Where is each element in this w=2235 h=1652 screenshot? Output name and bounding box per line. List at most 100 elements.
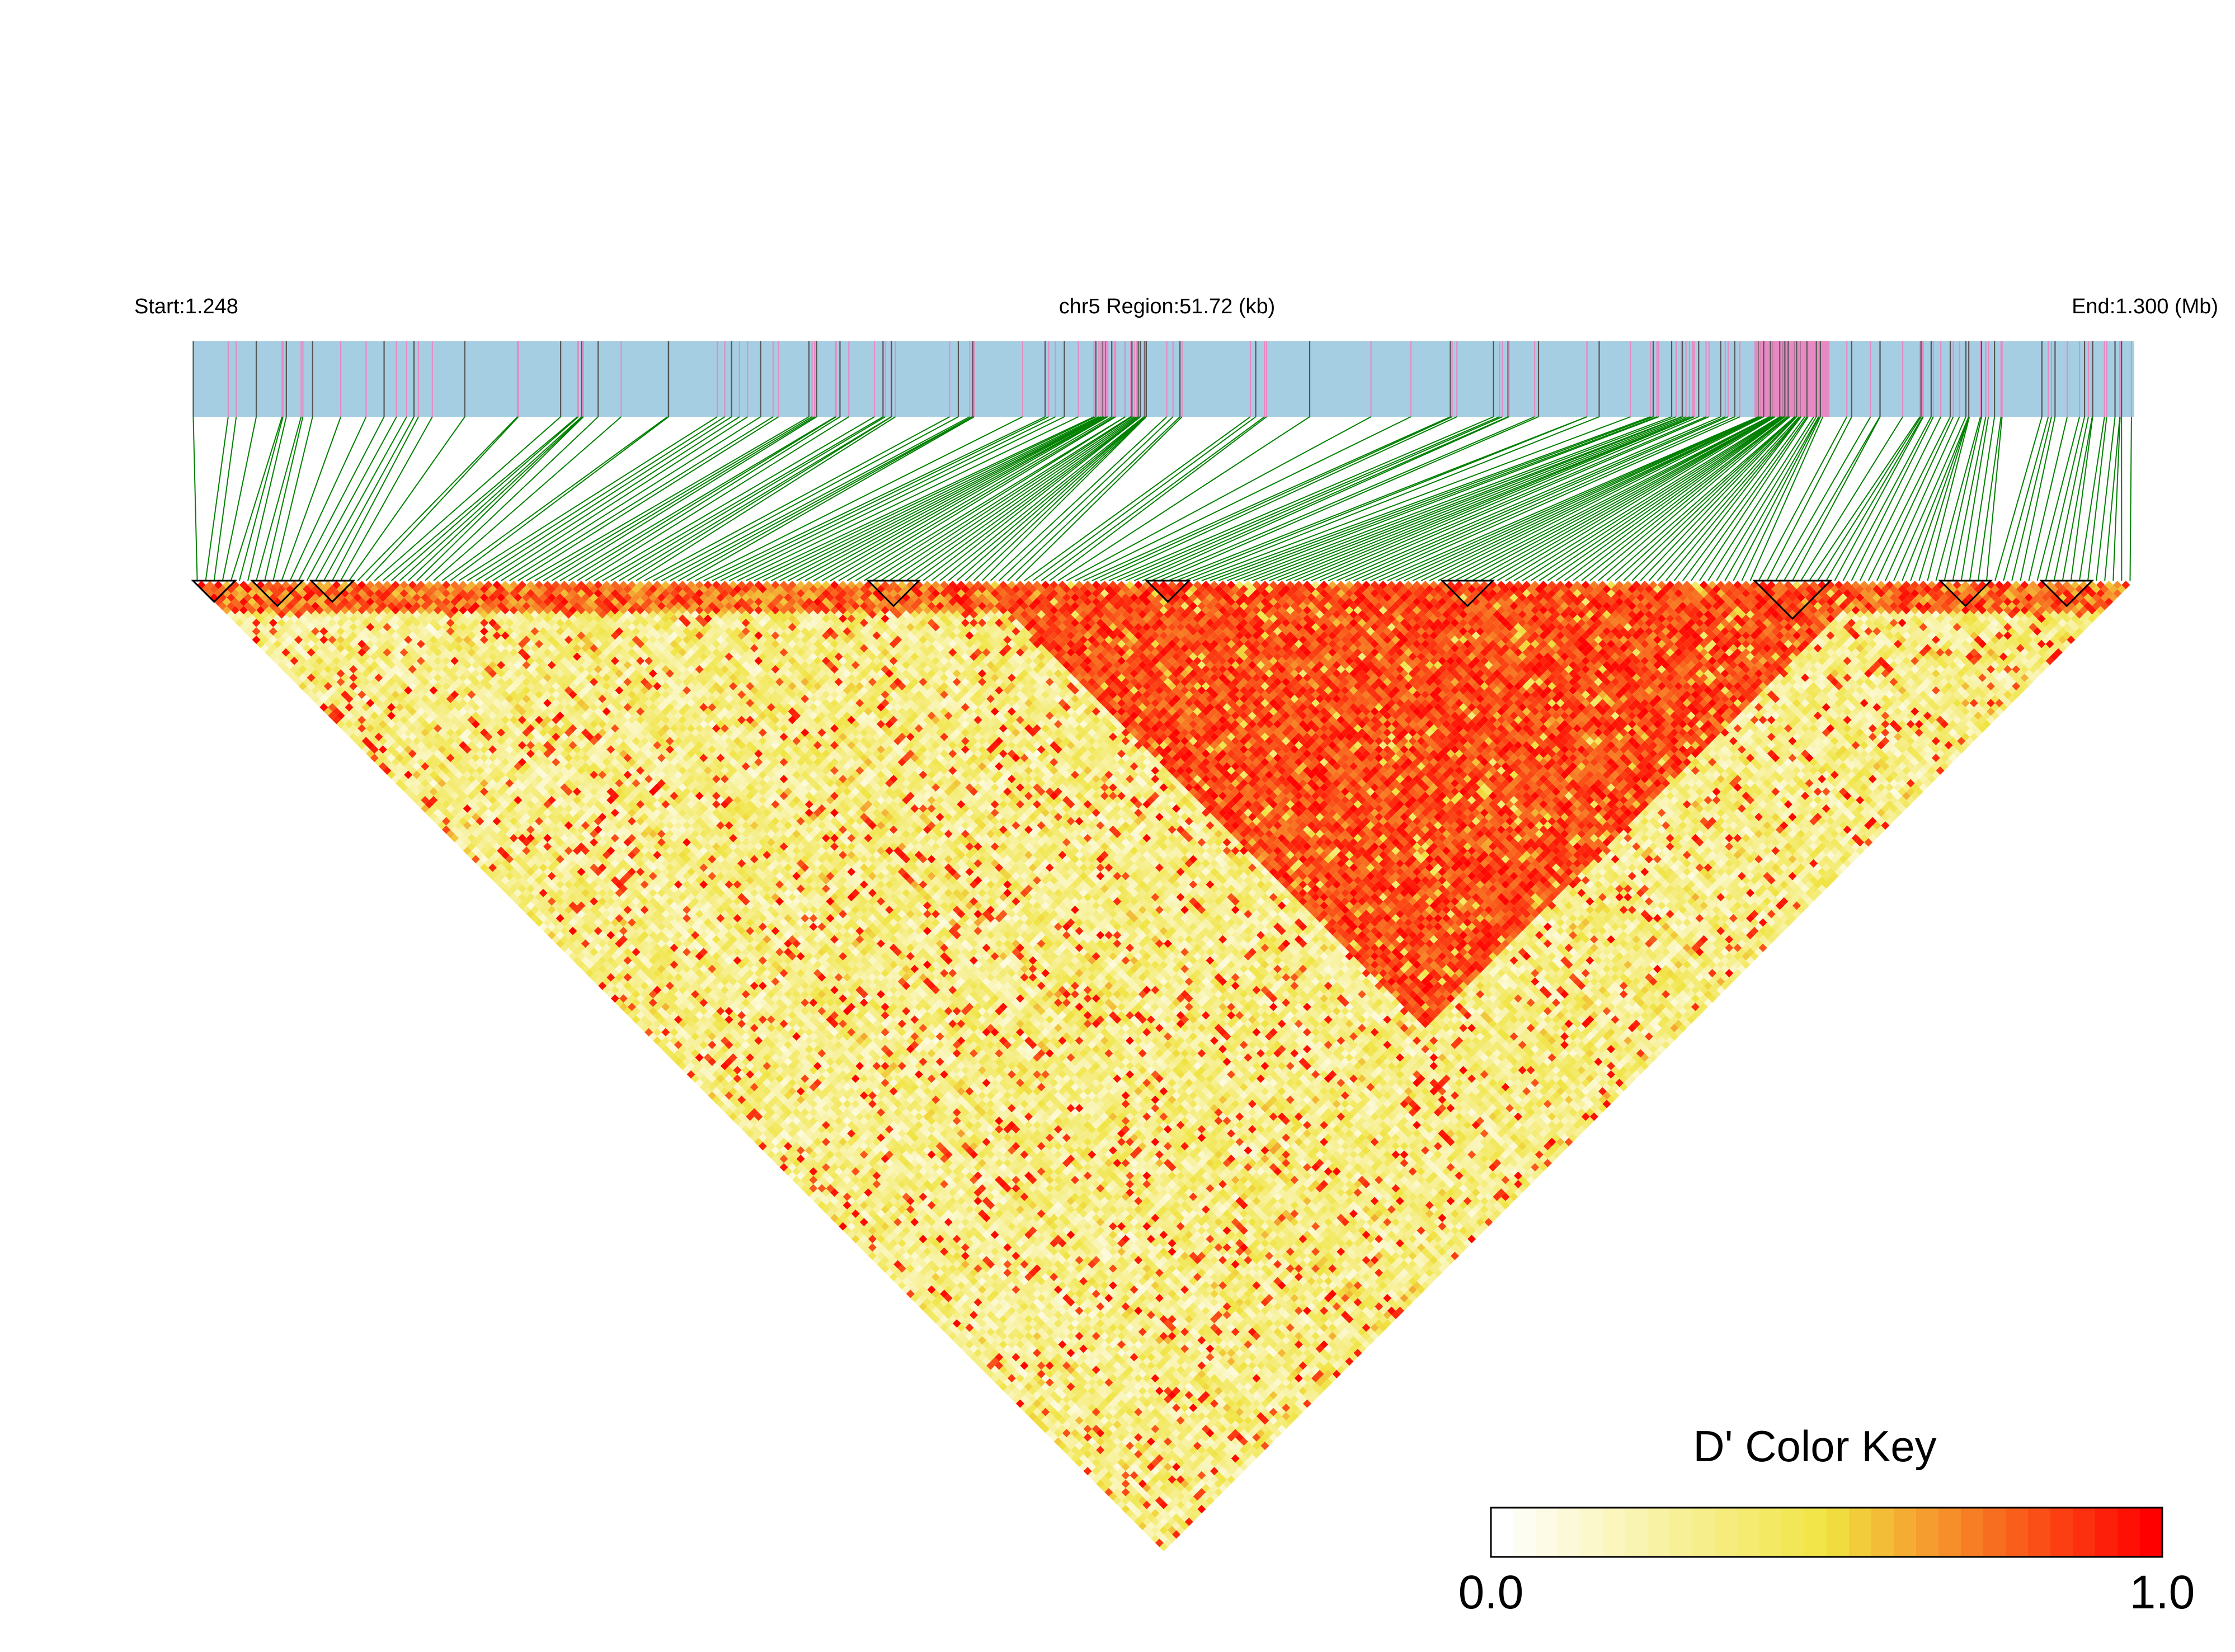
ld-cell [433, 817, 443, 826]
snp-connector [1235, 416, 1672, 581]
snp-connector [483, 416, 740, 581]
snp-connector [1471, 416, 1773, 581]
ld-cell [1121, 1488, 1130, 1496]
ld-cell [484, 850, 493, 859]
snp-connector [906, 416, 1139, 581]
ld-cell [243, 610, 252, 619]
ld-cell [952, 1328, 961, 1336]
ld-cell [260, 627, 269, 636]
ld-cell [877, 1243, 886, 1252]
ld-cell [425, 792, 434, 801]
snp-connector [332, 416, 419, 581]
ld-cell [459, 842, 468, 851]
snp-connector [1041, 416, 1265, 581]
snp-connector [804, 416, 1107, 581]
ld-cell [230, 606, 239, 615]
snp-connector [1707, 416, 1814, 581]
ld-cell [361, 737, 370, 746]
snp-connector [559, 416, 836, 581]
ld-cell [425, 800, 434, 809]
snp-connector [408, 416, 584, 581]
snp-connector [1902, 416, 1969, 581]
snp-connector [1994, 416, 2043, 581]
snp-connector [1455, 416, 1771, 581]
ld-cell [556, 939, 564, 948]
snp-connector [1792, 416, 1881, 581]
ld-cell [315, 682, 324, 691]
ld-cell [877, 1251, 886, 1260]
snp-connector [441, 416, 668, 581]
snp-connector [855, 416, 1126, 581]
ld-cell [1050, 1433, 1058, 1442]
ld-cell [269, 627, 277, 636]
snp-connector [1049, 416, 1267, 581]
snp-connector [745, 416, 1094, 581]
ld-cell [336, 719, 345, 729]
snp-connector [1775, 416, 1871, 581]
snp-connector [771, 416, 1102, 581]
ld-cell [412, 787, 421, 796]
snp-connector [2053, 416, 2089, 581]
snp-connector [526, 416, 810, 581]
ld-cell [952, 1319, 961, 1328]
ld-cell [243, 627, 252, 636]
snp-connector [1142, 416, 1509, 581]
ld-cell [260, 618, 269, 627]
ld-cell [290, 656, 299, 665]
ld-cell [568, 943, 577, 952]
snp-connector [1378, 416, 1759, 581]
snp-position-track [192, 341, 2134, 417]
snp-connector [627, 416, 892, 581]
ld-cell [661, 1036, 670, 1045]
ld-cell [1096, 1462, 1105, 1471]
ld-cell [210, 585, 219, 594]
snp-connector [897, 416, 1137, 581]
ld-cell [683, 1041, 691, 1049]
snp-connector [610, 416, 886, 581]
snp-connector [1606, 416, 1795, 581]
snp-connector [1336, 416, 1721, 581]
snp-connector [281, 416, 342, 581]
ld-cell [281, 665, 290, 674]
snp-connector [534, 416, 813, 581]
ld-cell [585, 943, 594, 952]
ld-cell [214, 581, 223, 590]
snp-connector [1015, 416, 1183, 581]
ld-cell [1121, 1505, 1130, 1514]
ld-cell [661, 1044, 670, 1053]
ld-cell [433, 800, 443, 809]
snp-connector [669, 416, 973, 581]
ld-cell [556, 923, 564, 931]
snp-connector [1784, 416, 1880, 581]
snp-connector [1505, 416, 1776, 581]
ld-cell [733, 1099, 742, 1108]
ld-cell [252, 618, 261, 627]
snp-connector [712, 416, 1049, 581]
snp-connector [1691, 416, 1808, 581]
snp-connector [492, 416, 748, 581]
ld-cell [610, 977, 619, 986]
snp-connector [1387, 416, 1759, 581]
ld-cell [1096, 1479, 1105, 1488]
snp-connector [1117, 416, 1500, 581]
ld-cell [349, 724, 358, 733]
snp-connector [585, 416, 849, 581]
snp-connector [990, 416, 1168, 581]
ld-cell [361, 728, 370, 737]
ld-cell [661, 1028, 670, 1037]
ld-cell [1024, 1391, 1033, 1400]
snp-connector [1404, 416, 1760, 581]
ld-cell [585, 960, 594, 969]
snp-connector [1150, 416, 1535, 581]
ld-cell [281, 639, 290, 648]
ld-cell [290, 648, 299, 657]
snp-connector [1615, 416, 1795, 581]
snp-connector [1741, 416, 1821, 581]
ld-cell [374, 732, 383, 741]
snp-connector [340, 416, 433, 581]
ld-cell [999, 1374, 1008, 1383]
ld-cell [243, 601, 252, 610]
snp-connector [1226, 416, 1659, 581]
ld-cell [227, 593, 236, 602]
snp-connector [1480, 416, 1773, 581]
